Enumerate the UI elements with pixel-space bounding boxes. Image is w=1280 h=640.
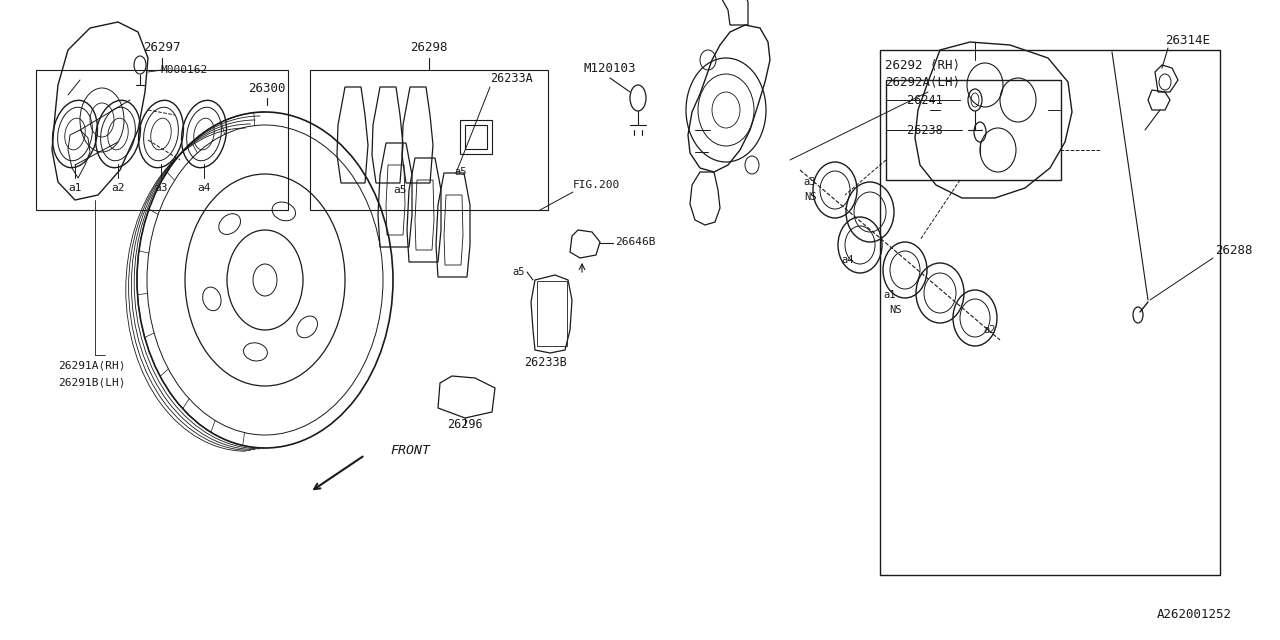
Text: M120103: M120103	[584, 61, 636, 74]
Text: a1: a1	[68, 183, 82, 193]
Text: 26292 ⟨RH⟩: 26292 ⟨RH⟩	[884, 58, 960, 72]
Text: 26291A⟨RH⟩: 26291A⟨RH⟩	[58, 360, 125, 370]
Text: NS: NS	[888, 305, 901, 315]
Bar	[36, 70, 288, 210]
Text: a5: a5	[454, 167, 467, 177]
Text: M000162: M000162	[160, 65, 207, 75]
Text: A262001252: A262001252	[1157, 609, 1231, 621]
Text: a3: a3	[804, 177, 817, 187]
Text: FIG.200: FIG.200	[573, 180, 621, 190]
Bar	[310, 70, 548, 210]
Text: 26233B: 26233B	[524, 355, 566, 369]
Bar	[886, 80, 1061, 180]
Text: 26300: 26300	[248, 81, 285, 95]
Text: −26238: −26238	[900, 124, 943, 136]
Text: 26291B⟨LH⟩: 26291B⟨LH⟩	[58, 377, 125, 387]
Text: 26296: 26296	[447, 419, 483, 431]
Text: a2: a2	[984, 325, 996, 335]
Text: a5: a5	[513, 267, 525, 277]
Text: 26288: 26288	[1215, 243, 1253, 257]
Text: 26314E: 26314E	[1165, 33, 1210, 47]
Bar	[460, 120, 492, 154]
Text: 26646B: 26646B	[614, 237, 655, 247]
Bar	[881, 50, 1220, 575]
Text: a2: a2	[111, 183, 124, 193]
Text: a4: a4	[842, 255, 854, 265]
Text: NS: NS	[804, 192, 817, 202]
Bar	[465, 125, 486, 149]
Text: 26298: 26298	[411, 40, 448, 54]
Text: 26292A⟨LH⟩: 26292A⟨LH⟩	[884, 76, 960, 88]
Text: a4: a4	[197, 183, 211, 193]
Text: a1: a1	[883, 290, 896, 300]
Text: 26297: 26297	[143, 40, 180, 54]
Text: FRONT: FRONT	[390, 444, 430, 456]
Text: 26233A: 26233A	[490, 72, 532, 84]
Text: −26241: −26241	[900, 93, 943, 106]
Text: a5: a5	[393, 185, 407, 195]
Bar	[538, 281, 567, 346]
Text: a3: a3	[155, 183, 168, 193]
